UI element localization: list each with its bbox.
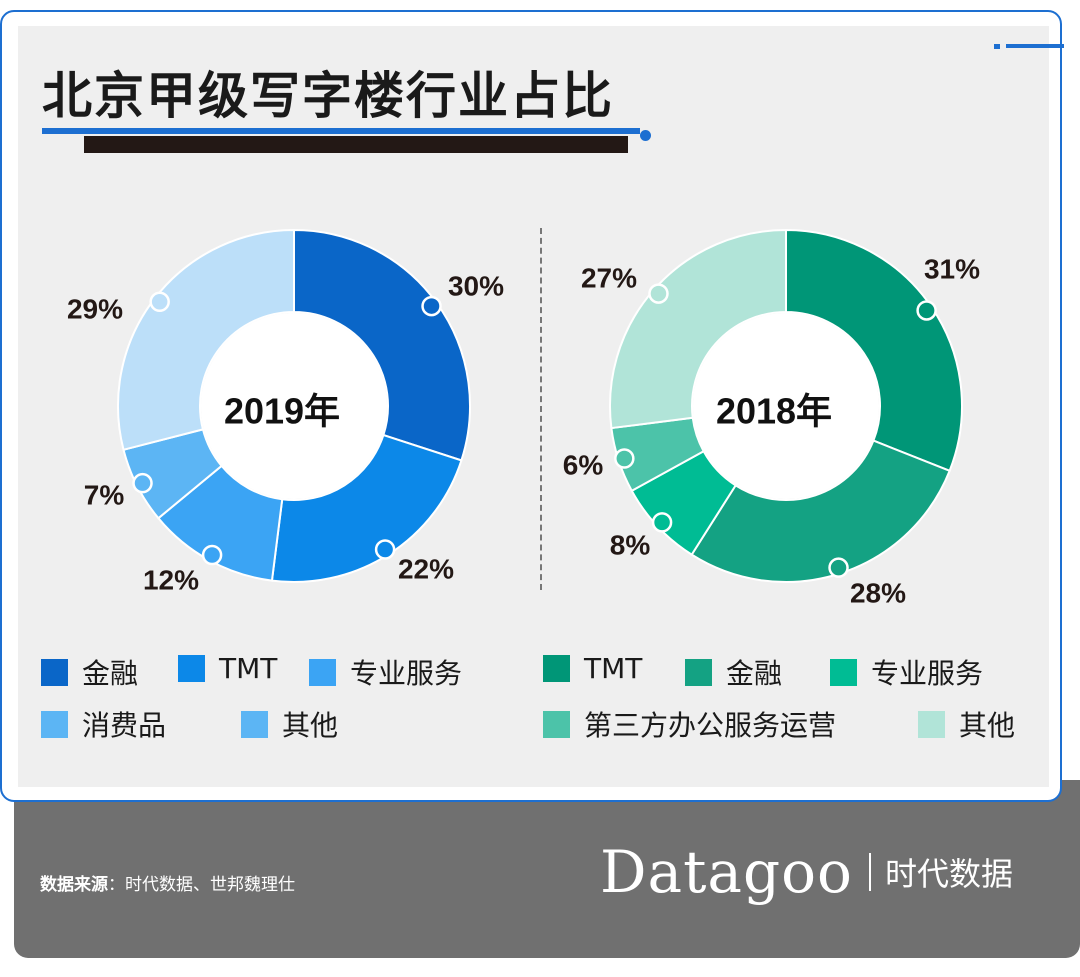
data-source-separator: ： [108, 875, 125, 895]
slice-value-label: 6% [563, 449, 604, 480]
brand-name: 时代数据 [884, 855, 1013, 893]
slice-marker [421, 295, 442, 317]
slice-value-label: 27% [581, 262, 637, 293]
corner-decoration-dot [994, 44, 1000, 49]
legend-swatch [543, 655, 570, 682]
legend-swatch [41, 710, 68, 738]
legend-label: 金融 [82, 657, 139, 690]
legend-swatch [309, 658, 336, 686]
donut-slice-金融 [293, 228, 471, 462]
legend-item: 金融 [41, 652, 138, 692]
slice-marker [828, 557, 849, 578]
slice-marker [374, 539, 396, 560]
legend-swatch [830, 658, 857, 686]
donut-center-label: 2018年 [716, 391, 832, 432]
legend-label: 其他 [282, 709, 339, 742]
slice-marker [648, 283, 669, 304]
brand: Datagoo 时代数据 [600, 838, 1013, 906]
slice-marker [614, 448, 635, 469]
slice-value-label: 29% [67, 293, 123, 324]
legend-item: 消费品 [41, 704, 166, 744]
legend-item: TMT [178, 652, 277, 685]
donut-slice-TMT [270, 433, 463, 583]
slice-value-label: 30% [448, 270, 504, 301]
slice-value-label: 12% [143, 564, 199, 595]
legend-label: TMT [584, 652, 643, 685]
slice-value-label: 7% [84, 479, 125, 510]
title-underline-blue [42, 128, 640, 134]
legend-label: 第三方办公服务运营 [584, 709, 837, 742]
slice-marker [916, 300, 937, 321]
legend-item: TMT [543, 652, 642, 685]
legend-label: 消费品 [82, 709, 167, 742]
title-underline-dot [640, 130, 651, 141]
slice-marker [132, 472, 153, 494]
legend-swatch [543, 710, 570, 738]
donut-hole [201, 313, 387, 499]
donut-slice-金融 [690, 439, 951, 583]
legend-item: 专业服务 [830, 652, 983, 692]
legend-item: 其他 [241, 704, 338, 744]
legend-label: TMT [219, 652, 278, 685]
footer-background [14, 780, 1080, 958]
donut-center-label: 2019年 [224, 391, 340, 432]
legend-swatch [241, 710, 268, 738]
legend-label: 专业服务 [871, 657, 984, 690]
legend-item: 金融 [685, 652, 782, 692]
legend-swatch [918, 710, 945, 738]
brand-separator [868, 853, 871, 891]
data-source: 数据来源：时代数据、世邦魏理仕 [40, 870, 295, 895]
legend-swatch [685, 658, 712, 686]
brand-logo: Datagoo [600, 838, 853, 906]
data-source-text: 时代数据、世邦魏理仕 [125, 875, 295, 895]
slice-marker [651, 512, 673, 533]
donut-slice-其他 [609, 228, 787, 430]
legend-item: 其他 [918, 704, 1015, 744]
slice-value-label: 31% [924, 253, 980, 284]
legend-label: 其他 [959, 709, 1016, 742]
legend-swatch [41, 658, 68, 686]
slice-value-label: 8% [610, 529, 651, 560]
legend-label: 专业服务 [350, 657, 463, 690]
title-underline-black [84, 136, 628, 153]
legend-item: 专业服务 [309, 652, 462, 692]
legend-swatch [178, 655, 205, 682]
donut-slice-TMT [785, 228, 963, 473]
legend-item: 第三方办公服务运营 [543, 704, 836, 744]
page-title: 北京甲级写字楼行业占比 [42, 67, 614, 125]
donut-2018: 31% 28% 8% 6% 27% 2018年 [563, 228, 980, 608]
legend-label: 金融 [726, 657, 783, 690]
donut-hole [693, 313, 879, 499]
data-source-label: 数据来源 [40, 875, 108, 895]
slice-marker [149, 291, 170, 313]
slice-value-label: 22% [398, 553, 454, 584]
corner-decoration-line [1006, 44, 1064, 48]
donut-2019: 30% 22% 12% 7% 29% 2019年 [67, 228, 504, 595]
chart-divider [540, 228, 542, 590]
slice-value-label: 28% [850, 577, 906, 608]
slice-marker [201, 544, 223, 566]
donut-slice-其他 [117, 228, 295, 451]
